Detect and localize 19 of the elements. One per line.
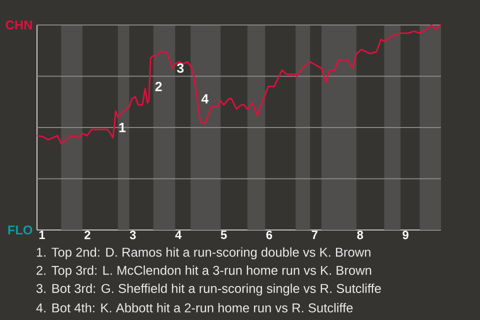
x-tick-label: 4 (175, 230, 182, 239)
x-tick-label: 9 (402, 230, 408, 240)
text: 2. Top 3rd: L. McClendon hit a 3-run home run vs K. Brown (36, 266, 372, 278)
text: CHN (6, 20, 32, 30)
text: 3. Bot 3rd: G. Sheffield hit a run-scoring single vs R. Sutcliffe (36, 284, 381, 296)
annotation: 4 (201, 94, 209, 104)
x-tick-label: 5 (220, 230, 227, 240)
text: 4. Bot 4th: K. Abbott hit a 2-run home run vs R. Sutcliffe (36, 303, 353, 312)
x-tick-label: 7 (312, 230, 318, 239)
x-tick-label: 2 (84, 230, 90, 240)
annotation: 2 (155, 82, 162, 92)
x-tick-label: 1 (39, 230, 45, 239)
text: 1. Top 2nd: D. Ramos hit a run-scoring double vs K. Brown (36, 247, 370, 260)
annotation: 3 (177, 63, 184, 73)
text: FLO (8, 226, 32, 234)
x-tick-label: 3 (130, 230, 136, 240)
x-tick-label: 6 (266, 230, 272, 240)
x-tick-label: 8 (357, 230, 364, 240)
annotation: 1 (119, 122, 126, 132)
